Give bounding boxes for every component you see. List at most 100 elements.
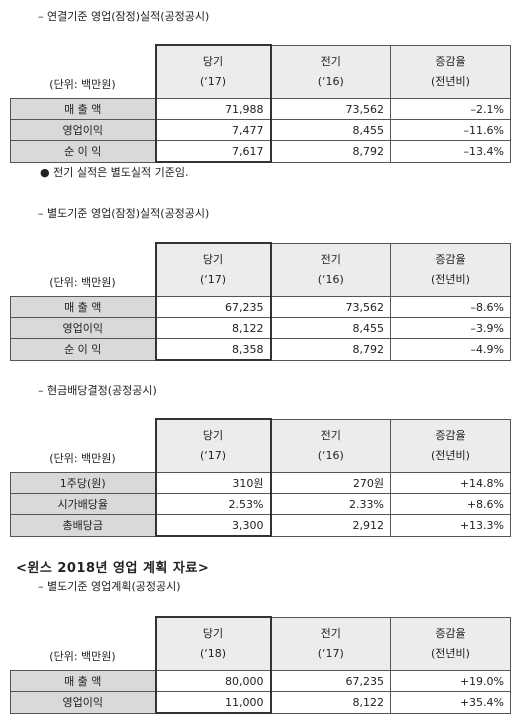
note: ● 전기 실적은 별도실적 기준임.	[40, 166, 189, 179]
cell-value: +8.6%	[390, 493, 511, 515]
column-label: 전기	[320, 428, 341, 442]
data-table: (단위: 백만원) 당기 (‘17) 전기 (‘16) 증감율 (전년비) 1주당(원) 310…	[10, 418, 511, 537]
column-header: 전기 (‘16)	[270, 44, 391, 99]
cell-value: 67,235	[270, 670, 391, 692]
section-heading: – 연결기준 영업(잠정)실적(공정공시)	[38, 10, 210, 23]
row-label: 총배당금	[10, 514, 156, 537]
column-header: 당기 (‘17)	[154, 242, 272, 297]
section-heading: – 현금배당결정(공정공시)	[38, 384, 157, 397]
column-label: 증감율	[435, 626, 466, 640]
column-header: 당기 (‘18)	[154, 616, 272, 671]
unit-label: (단위: 백만원)	[10, 419, 156, 473]
column-period: (전년비)	[431, 74, 470, 88]
column-period: (전년비)	[431, 646, 470, 660]
column-label: 증감율	[435, 428, 466, 442]
cell-value: 71,988	[154, 98, 272, 120]
column-period: (전년비)	[431, 272, 470, 286]
column-period: (‘16)	[317, 448, 344, 462]
cell-value: 73,562	[270, 296, 391, 318]
column-label: 당기	[202, 429, 224, 442]
row-label: 매 출 액	[10, 98, 156, 120]
column-header: 증감율 (전년비)	[390, 242, 511, 297]
cell-value: 73,562	[270, 98, 391, 120]
row-label: 영업이익	[10, 317, 156, 339]
row-label: 매 출 액	[10, 670, 156, 692]
cell-value: 310원	[154, 472, 272, 494]
column-period: (‘17)	[199, 75, 227, 88]
row-label: 영업이익	[10, 119, 156, 141]
data-row: 순 이 익 7,617 8,792 –13.4%	[10, 140, 511, 163]
cell-value: 8,792	[270, 338, 391, 361]
column-period: (‘17)	[199, 449, 227, 462]
row-label: 순 이 익	[10, 140, 156, 163]
row-label: 1주당(원)	[10, 472, 156, 494]
cell-value: 8,455	[270, 119, 391, 141]
data-row: 영업이익 7,477 8,455 –11.6%	[10, 119, 511, 141]
data-row: 순 이 익 8,358 8,792 –4.9%	[10, 338, 511, 361]
cell-value: 8,122	[270, 691, 391, 714]
column-period: (‘16)	[317, 74, 344, 88]
cell-value: –3.9%	[390, 317, 511, 339]
cell-value: +35.4%	[390, 691, 511, 714]
header-row: (단위: 백만원) 당기 (‘17) 전기 (‘16) 증감율 (전년비)	[10, 44, 511, 99]
column-label: 증감율	[435, 54, 466, 68]
data-table: (단위: 백만원) 당기 (‘17) 전기 (‘16) 증감율 (전년비) 매 출 액 67,2…	[10, 242, 511, 361]
row-label: 매 출 액	[10, 296, 156, 318]
column-label: 전기	[320, 54, 341, 68]
data-table: (단위: 백만원) 당기 (‘18) 전기 (‘17) 증감율 (전년비) 매 출 액 80,0…	[10, 616, 511, 714]
cell-value: 8,122	[154, 317, 272, 339]
column-header: 당기 (‘17)	[154, 418, 272, 473]
data-row: 매 출 액 71,988 73,562 –2.1%	[10, 98, 511, 120]
cell-value: 3,300	[154, 514, 272, 537]
cell-value: 270원	[270, 472, 391, 494]
column-header: 전기 (‘16)	[270, 242, 391, 297]
cell-value: –4.9%	[390, 338, 511, 361]
column-label: 당기	[202, 627, 224, 640]
column-header: 증감율 (전년비)	[390, 616, 511, 671]
unit-label: (단위: 백만원)	[10, 243, 156, 297]
column-header: 전기 (‘17)	[270, 616, 391, 671]
header-row: (단위: 백만원) 당기 (‘17) 전기 (‘16) 증감율 (전년비)	[10, 418, 511, 473]
column-period: (‘16)	[317, 272, 344, 286]
row-label: 영업이익	[10, 691, 156, 714]
cell-value: +19.0%	[390, 670, 511, 692]
data-row: 시가배당율 2.53% 2.33% +8.6%	[10, 493, 511, 515]
column-header: 당기 (‘17)	[154, 44, 272, 99]
cell-value: 11,000	[154, 691, 272, 714]
column-label: 당기	[202, 55, 224, 68]
section-heading: – 별도기준 영업계획(공정공시)	[38, 580, 181, 593]
column-label: 전기	[320, 252, 341, 266]
column-label: 당기	[202, 253, 224, 266]
column-header: 증감율 (전년비)	[390, 418, 511, 473]
cell-value: 2.33%	[270, 493, 391, 515]
data-row: 영업이익 11,000 8,122 +35.4%	[10, 691, 511, 714]
plan-title: <윈스 2018년 영업 계획 자료>	[16, 561, 210, 576]
data-row: 매 출 액 67,235 73,562 –8.6%	[10, 296, 511, 318]
cell-value: 2,912	[270, 514, 391, 537]
data-row: 매 출 액 80,000 67,235 +19.0%	[10, 670, 511, 692]
unit-label: (단위: 백만원)	[10, 45, 156, 99]
cell-value: 7,617	[154, 140, 272, 163]
data-row: 1주당(원) 310원 270원 +14.8%	[10, 472, 511, 494]
cell-value: 67,235	[154, 296, 272, 318]
section-heading: – 별도기준 영업(잠정)실적(공정공시)	[38, 207, 210, 220]
cell-value: 2.53%	[154, 493, 272, 515]
column-period: (‘18)	[199, 647, 227, 660]
cell-value: 80,000	[154, 670, 272, 692]
column-header: 증감율 (전년비)	[390, 44, 511, 99]
row-label: 순 이 익	[10, 338, 156, 361]
column-period: (전년비)	[431, 448, 470, 462]
cell-value: 8,358	[154, 338, 272, 361]
cell-value: 8,792	[270, 140, 391, 163]
cell-value: 7,477	[154, 119, 272, 141]
unit-label: (단위: 백만원)	[10, 617, 156, 671]
data-row: 총배당금 3,300 2,912 +13.3%	[10, 514, 511, 537]
cell-value: +13.3%	[390, 514, 511, 537]
header-row: (단위: 백만원) 당기 (‘17) 전기 (‘16) 증감율 (전년비)	[10, 242, 511, 297]
row-label: 시가배당율	[10, 493, 156, 515]
cell-value: –8.6%	[390, 296, 511, 318]
column-header: 전기 (‘16)	[270, 418, 391, 473]
cell-value: +14.8%	[390, 472, 511, 494]
cell-value: 8,455	[270, 317, 391, 339]
